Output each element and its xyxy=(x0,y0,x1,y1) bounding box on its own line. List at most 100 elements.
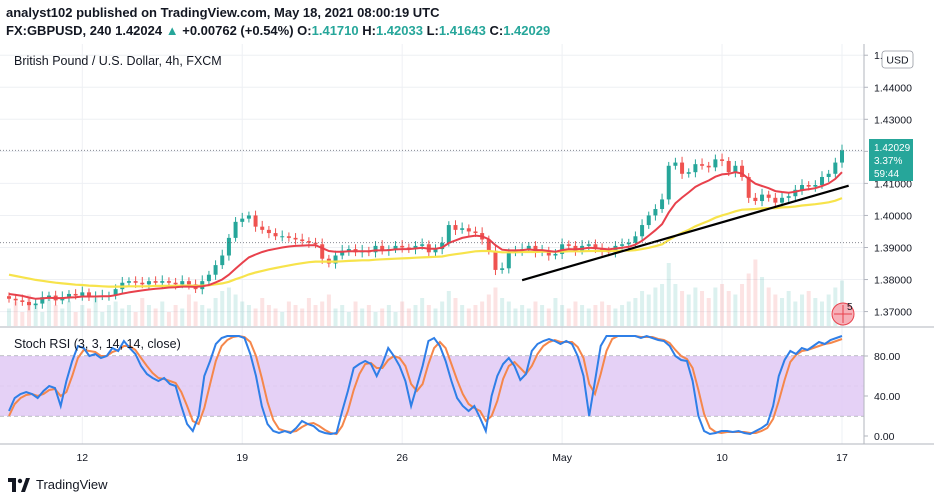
candle-body xyxy=(826,173,831,177)
volume-bar xyxy=(800,294,805,326)
volume-bar xyxy=(580,305,585,326)
axes: 1.370001.380001.390001.400001.410001.420… xyxy=(0,44,934,464)
volume-bar xyxy=(13,301,18,326)
volume-bar xyxy=(160,301,165,326)
dotted-levels xyxy=(0,149,864,244)
candle-body xyxy=(806,185,811,187)
price-tick-label: 1.39000 xyxy=(874,242,912,254)
candle-body xyxy=(133,281,138,283)
volume-bar xyxy=(466,308,471,326)
ma-yellow-line xyxy=(8,197,843,288)
candle-body xyxy=(20,300,25,302)
candle-body xyxy=(586,244,591,246)
candle-body xyxy=(753,197,758,202)
chart-canvas[interactable]: 1.370001.380001.390001.400001.410001.420… xyxy=(0,44,934,472)
volume-bar xyxy=(126,305,131,326)
candle-body xyxy=(206,274,211,282)
volume-bar xyxy=(640,291,645,326)
candle-body xyxy=(320,244,325,259)
candle-body xyxy=(740,165,745,177)
tradingview-logo[interactable]: TradingView xyxy=(8,477,108,492)
candle-body xyxy=(400,245,405,248)
volume-bar xyxy=(553,298,558,326)
volume-bar xyxy=(806,291,811,326)
candle-body xyxy=(166,281,171,283)
volume-bar xyxy=(740,284,745,326)
volume-bar xyxy=(86,308,91,326)
volume-bar xyxy=(226,287,231,326)
volume-bar xyxy=(133,312,138,326)
candle-body xyxy=(73,293,78,296)
volume-bar xyxy=(780,298,785,326)
candle-body xyxy=(840,150,844,163)
volume-bar xyxy=(513,308,518,326)
volume-bar xyxy=(653,287,658,326)
price-tick-label: 1.41000 xyxy=(874,178,912,190)
candle-body xyxy=(113,289,118,296)
volume-bar xyxy=(680,291,685,326)
last-price: 1.42024 xyxy=(115,23,163,38)
volume-bar xyxy=(286,301,291,326)
volume-bar xyxy=(326,294,331,326)
time-tick-label: 12 xyxy=(76,452,88,464)
volume-bar xyxy=(260,298,265,326)
candle-body xyxy=(453,225,458,230)
candle-body xyxy=(820,176,825,185)
candle-body xyxy=(693,164,698,173)
volume-bar xyxy=(746,273,751,326)
volume-bars xyxy=(7,259,844,326)
volume-bar xyxy=(73,312,78,326)
candle-body xyxy=(146,281,151,285)
candle-body xyxy=(813,185,818,187)
volume-bar xyxy=(793,301,798,326)
volume-bar xyxy=(80,305,85,326)
volume-bar xyxy=(386,305,391,326)
volume-bar xyxy=(186,294,191,326)
volume-bar xyxy=(526,308,531,326)
volume-bar xyxy=(113,301,118,326)
volume-bar xyxy=(700,291,705,326)
stoch-band xyxy=(0,356,864,416)
volume-badge-icon[interactable]: 5 xyxy=(831,302,855,326)
candle-body xyxy=(306,241,311,243)
volume-bar xyxy=(600,301,605,326)
candle-body xyxy=(173,282,178,285)
volume-bar xyxy=(166,312,171,326)
volume-bar xyxy=(433,308,438,326)
candle-body xyxy=(333,255,338,264)
candle-body xyxy=(33,303,38,306)
candle-body xyxy=(573,245,578,251)
candle-body xyxy=(66,293,71,298)
candle-body xyxy=(506,252,511,269)
trendline[interactable] xyxy=(521,184,849,282)
volume-bar xyxy=(693,287,698,326)
price-tick-label: 1.44000 xyxy=(874,82,912,94)
time-tick-label: 10 xyxy=(716,452,728,464)
volume-bar xyxy=(66,301,71,326)
volume-bar xyxy=(233,294,238,326)
volume-bar xyxy=(473,305,478,326)
volume-bar xyxy=(753,259,758,326)
volume-bar xyxy=(180,308,185,326)
candle-body xyxy=(720,159,725,161)
volume-bar xyxy=(620,305,625,326)
currency-box[interactable] xyxy=(881,50,914,69)
candle-body xyxy=(373,245,378,253)
candle-body xyxy=(673,162,678,166)
candle-body xyxy=(706,165,711,168)
candle-body xyxy=(786,196,791,198)
candle-body xyxy=(253,215,258,227)
candle-body xyxy=(433,249,438,253)
volume-bar xyxy=(706,298,711,326)
candle-body xyxy=(46,295,51,298)
candle-body xyxy=(800,185,805,190)
candle-body xyxy=(393,245,398,250)
time-tick-label: 19 xyxy=(236,452,248,464)
candle-body xyxy=(213,265,218,275)
volume-bar xyxy=(646,294,651,326)
candle-body xyxy=(126,281,131,283)
candle-body xyxy=(300,239,305,242)
volume-bar xyxy=(826,294,831,326)
volume-bar xyxy=(273,308,278,326)
candle-body xyxy=(566,244,571,246)
